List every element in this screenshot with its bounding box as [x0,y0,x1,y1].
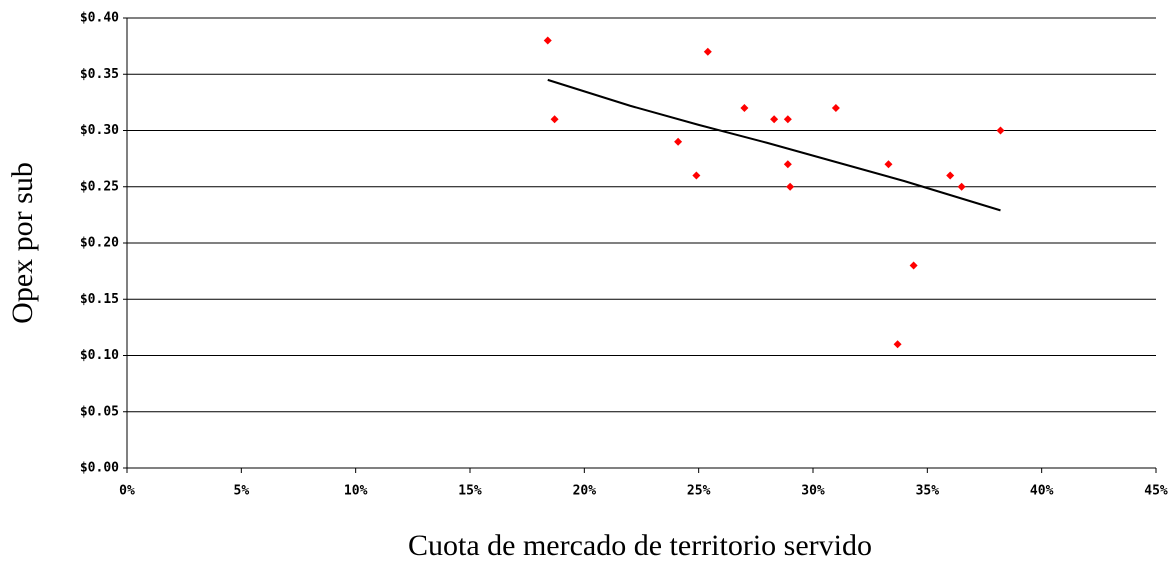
x-tick-label: 30% [801,484,825,499]
data-point [692,171,701,180]
x-tick-label: 15% [458,484,482,499]
data-point [674,137,683,146]
data-point [543,36,552,45]
data-point [831,104,840,112]
y-tick-label: $0.00 [80,461,119,476]
y-tick-label: $0.10 [80,348,119,363]
y-tick-label: $0.35 [80,67,119,82]
x-tick-label: 10% [344,484,368,499]
y-tick-label: $0.20 [80,236,119,251]
y-tick-label: $0.05 [80,404,119,419]
y-tick-label: $0.30 [80,123,119,138]
x-tick-label: 40% [1030,484,1054,499]
data-point [740,104,749,112]
data-point [957,182,966,191]
data-point [893,340,902,349]
x-axis-title: Cuota de mercado de territorio servido [408,529,872,562]
y-tick-label: $0.40 [80,11,119,26]
x-tick-label: 35% [916,484,940,499]
y-axis-title: Opex por sub [6,162,39,324]
data-point [909,261,918,270]
x-tick-label: 0% [119,484,135,499]
y-tick-label: $0.25 [80,179,119,194]
x-tick-label: 20% [573,484,597,499]
data-point [550,115,559,124]
data-point [946,171,955,180]
data-point [996,126,1005,135]
y-tick-label: $0.15 [80,292,119,307]
trend-line [547,78,1001,212]
data-point [783,115,792,124]
x-tick-label: 25% [687,484,711,499]
data-point [783,160,792,169]
data-point [703,47,712,56]
x-tick-label: 5% [234,484,250,499]
data-point [786,182,795,191]
data-point [884,160,893,169]
data-point [770,115,779,124]
x-tick-label: 45% [1144,484,1168,499]
